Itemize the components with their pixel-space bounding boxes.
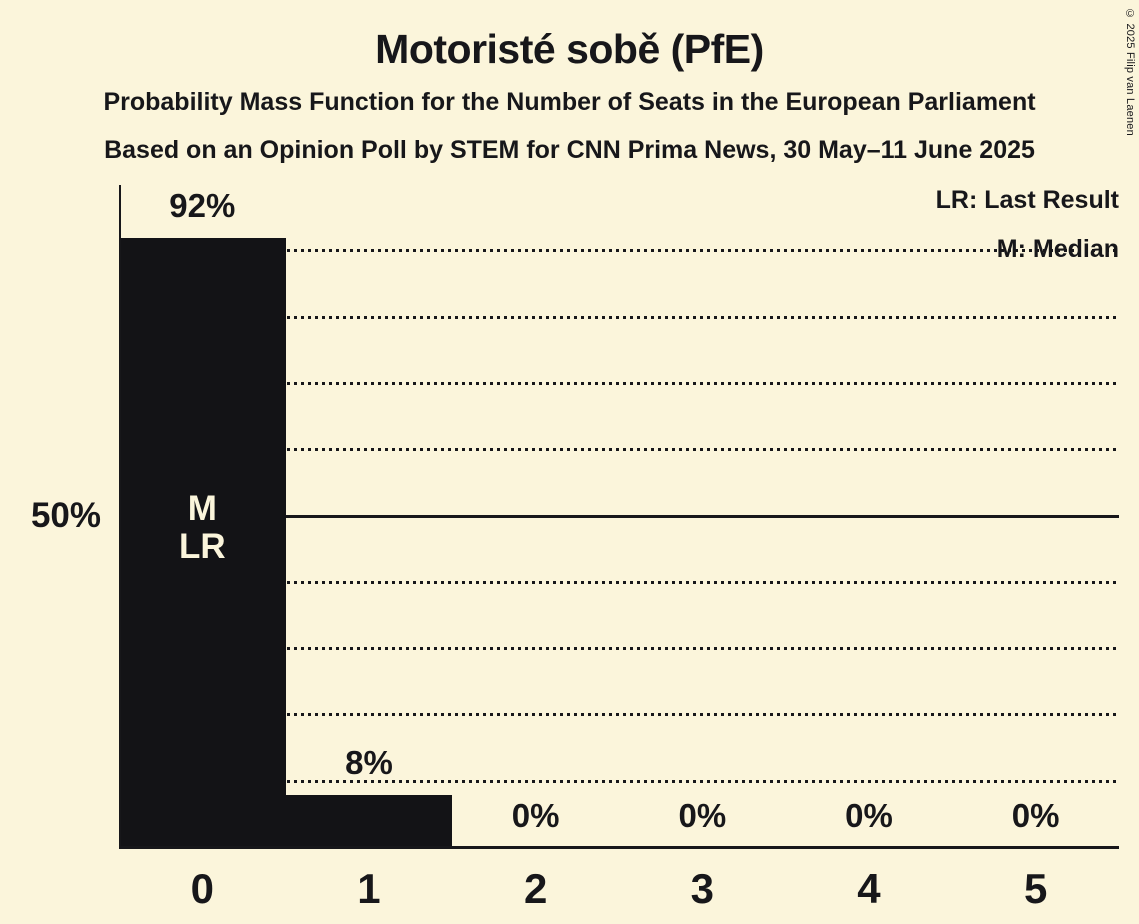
gridline-80pct bbox=[119, 315, 1119, 319]
gridline-50pct bbox=[119, 514, 1119, 518]
x-tick-label-5: 5 bbox=[1023, 865, 1048, 912]
gridline-60pct bbox=[119, 448, 1119, 452]
copyright-notice: © 2025 Filip van Laenen bbox=[1124, 8, 1136, 136]
x-tick-label-2: 2 bbox=[523, 865, 548, 912]
median-last-result-annotation: M LR bbox=[119, 490, 286, 566]
bar-value-label-1: 8% bbox=[345, 743, 393, 781]
plot-area: 92% 8% 0% 0% 0% 0% M LR bbox=[119, 185, 1119, 849]
gridline-10pct bbox=[119, 779, 1119, 783]
annotation-line-lr: LR bbox=[179, 527, 226, 566]
bar-seats-1 bbox=[285, 794, 453, 848]
page-title: Motoristé sobě (PfE) bbox=[375, 26, 764, 72]
x-axis-line bbox=[119, 846, 1119, 849]
bar-value-label-0: 92% bbox=[169, 187, 236, 225]
x-tick-label-1: 1 bbox=[357, 865, 381, 912]
legend-median: M: Median bbox=[996, 235, 1119, 263]
bar-value-label-4: 0% bbox=[845, 797, 893, 834]
gridline-70pct bbox=[119, 381, 1119, 385]
x-axis-tick-labels: 0 1 2 3 4 5 bbox=[119, 866, 1119, 916]
chart-subtitle-line2: Based on an Opinion Poll by STEM for CNN… bbox=[104, 136, 1035, 164]
y-axis-50-label: 50% bbox=[30, 496, 101, 535]
bar-seats-0 bbox=[119, 238, 286, 848]
legend-last-result: LR: Last Result bbox=[935, 186, 1119, 214]
gridline-40pct bbox=[119, 580, 1119, 584]
y-axis-line bbox=[119, 185, 121, 848]
chart-subtitle-line1: Probability Mass Function for the Number… bbox=[103, 88, 1036, 116]
x-tick-label-4: 4 bbox=[857, 865, 881, 912]
x-tick-label-0: 0 bbox=[190, 865, 214, 912]
gridline-90pct bbox=[119, 249, 1119, 253]
annotation-line-m: M bbox=[187, 489, 217, 528]
bar-value-label-2: 0% bbox=[511, 797, 560, 834]
gridline-20pct bbox=[119, 713, 1119, 717]
gridline-30pct bbox=[119, 647, 1119, 651]
bar-value-label-5: 0% bbox=[1011, 797, 1060, 834]
bar-value-label-3: 0% bbox=[678, 797, 727, 834]
x-tick-label-3: 3 bbox=[690, 865, 714, 912]
